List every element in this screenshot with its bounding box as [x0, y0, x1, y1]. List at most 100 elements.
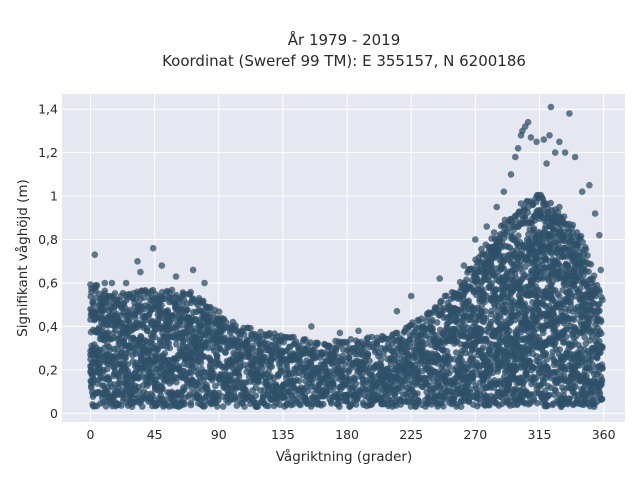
x-tick-label: 45: [147, 427, 163, 442]
data-point: [598, 343, 606, 350]
data-point: [272, 336, 280, 343]
data-point: [296, 377, 303, 385]
data-point: [547, 103, 555, 111]
data-point: [556, 346, 563, 353]
data-point: [108, 279, 116, 287]
data-point: [216, 344, 223, 352]
data-point: [90, 301, 98, 308]
data-point: [582, 246, 590, 253]
x-tick-label: 315: [528, 427, 552, 442]
data-point: [189, 266, 197, 274]
x-axis-label: Vågriktning (grader): [276, 448, 413, 465]
data-point: [598, 378, 605, 386]
data-point: [551, 386, 559, 393]
data-point: [446, 363, 453, 371]
y-tick-labels: 00,20,40,60,811,21,4: [38, 102, 58, 421]
data-point: [546, 132, 553, 139]
data-point: [308, 323, 315, 330]
data-point: [212, 382, 219, 390]
data-point: [556, 138, 563, 146]
data-point: [95, 359, 102, 367]
y-tick-label: 1,4: [38, 102, 58, 117]
data-point: [355, 327, 362, 335]
data-point: [572, 383, 579, 390]
data-point: [102, 403, 110, 410]
data-point: [598, 294, 605, 301]
data-point: [222, 319, 230, 326]
data-point: [111, 290, 119, 297]
data-point: [124, 360, 132, 368]
data-point: [103, 365, 111, 373]
data-point: [122, 279, 130, 287]
data-point: [472, 236, 479, 243]
data-point: [173, 378, 180, 386]
data-point: [479, 344, 487, 351]
data-point: [149, 244, 157, 252]
data-point: [506, 334, 513, 341]
data-point: [140, 294, 148, 301]
data-point: [482, 308, 489, 315]
data-point: [168, 286, 176, 294]
data-point: [129, 335, 137, 342]
data-point: [561, 149, 569, 156]
data-point: [253, 403, 261, 410]
data-point: [596, 288, 603, 296]
data-point: [526, 358, 533, 365]
data-point: [186, 368, 194, 376]
x-tick-label: 360: [592, 427, 616, 442]
data-point: [300, 336, 308, 343]
data-point: [490, 229, 498, 236]
data-point: [436, 275, 444, 282]
data-point: [133, 324, 141, 331]
data-point: [259, 364, 266, 372]
data-point: [173, 341, 180, 348]
data-point: [201, 402, 208, 410]
data-point: [460, 262, 468, 269]
data-point: [201, 279, 208, 287]
data-point: [569, 221, 577, 229]
data-point: [493, 203, 501, 211]
data-point: [514, 145, 522, 152]
data-point: [524, 209, 532, 216]
data-point: [158, 301, 165, 309]
data-point: [117, 402, 125, 409]
data-point: [585, 268, 592, 276]
data-point: [591, 210, 599, 217]
data-point: [219, 403, 227, 410]
data-point: [169, 363, 176, 370]
data-point: [597, 266, 605, 274]
data-point: [257, 328, 264, 336]
data-point: [229, 318, 237, 326]
x-tick-label: 0: [87, 427, 95, 442]
data-point: [132, 314, 139, 322]
data-point: [159, 385, 166, 393]
x-tick-label: 90: [211, 427, 227, 442]
data-point: [512, 153, 519, 161]
data-point: [114, 311, 121, 318]
data-point: [487, 259, 495, 266]
data-point: [598, 330, 605, 337]
data-point: [215, 308, 223, 316]
data-point: [437, 298, 444, 306]
data-point: [352, 380, 360, 388]
data-point: [187, 288, 194, 296]
data-point: [587, 261, 595, 268]
data-point: [563, 333, 570, 341]
x-tick-labels: 0 45 90 135 180 225 270 315 360: [87, 427, 616, 442]
data-point: [571, 153, 579, 161]
data-point: [485, 401, 492, 409]
data-point: [393, 307, 401, 315]
data-point: [270, 402, 278, 410]
data-point: [123, 296, 130, 304]
data-point: [527, 134, 535, 141]
data-point: [543, 160, 550, 167]
y-tick-label: 0,6: [38, 275, 58, 290]
y-tick-label: 0,8: [38, 232, 58, 247]
data-point: [268, 363, 276, 371]
data-point: [151, 333, 159, 341]
data-point: [590, 272, 598, 280]
data-point: [213, 403, 221, 410]
x-tick-label: 270: [463, 427, 487, 442]
data-point: [440, 403, 447, 410]
data-point: [222, 349, 229, 356]
